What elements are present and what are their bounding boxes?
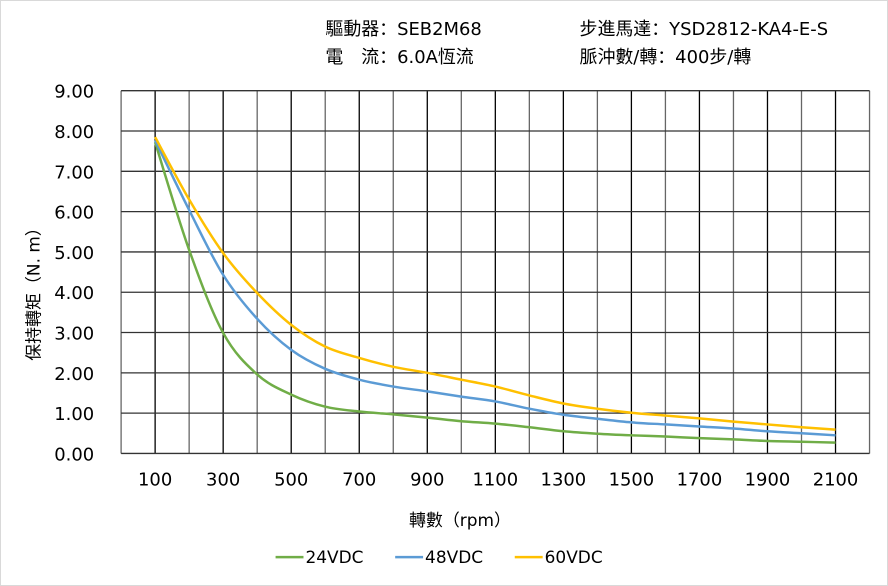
legend-label: 60VDC [545,547,603,567]
series-lines [153,136,836,444]
x-tick-label: 1700 [677,469,723,490]
y-tick-label: 6.00 [54,203,94,224]
header-motor: 步進馬達：YSD2812-KA4-E-S [580,19,829,40]
legend-label: 48VDC [425,547,483,567]
y-tick-label: 9.00 [54,82,94,103]
y-tick-label: 3.00 [54,324,94,345]
x-tick-label: 300 [206,469,240,490]
header-current: 電 流：6.0A恆流 [325,47,473,68]
x-tick-label: 2100 [813,469,859,490]
x-axis-label: 轉數（rpm） [409,510,511,530]
y-tick-label: 8.00 [54,122,94,143]
header-pulse: 脈沖數/轉：400步/轉 [580,47,752,68]
y-axis-ticks: 0.00 1.00 2.00 3.00 4.00 5.00 6.00 7.00 8.00 9.00 [54,82,94,466]
x-tick-label: 1300 [541,469,587,490]
series-line-48VDC [154,139,836,437]
y-axis-label: 保持轉矩（N. m） [23,219,43,361]
x-tick-label: 500 [274,469,308,490]
x-tick-label: 1100 [473,469,519,490]
x-tick-label: 900 [410,469,444,490]
y-tick-label: 1.00 [54,404,94,425]
header-driver: 驅動器：SEB2M68 [325,19,481,40]
grid [120,90,871,455]
y-tick-label: 4.00 [54,283,94,304]
legend: 24VDC 48VDC 60VDC [275,547,603,567]
x-axis-ticks: 100 300 500 700 900 1100 1300 1500 1700 1900 2100 [138,469,858,490]
series-line-60VDC [154,136,836,431]
x-tick-label: 1900 [745,469,791,490]
y-tick-label: 2.00 [54,364,94,385]
legend-label: 24VDC [305,547,363,567]
y-tick-label: 7.00 [54,162,94,183]
x-tick-label: 700 [342,469,376,490]
x-tick-label: 100 [138,469,172,490]
series-line-24VDC [153,141,836,444]
y-tick-label: 0.00 [54,444,94,465]
y-tick-label: 5.00 [54,243,94,264]
x-tick-label: 1500 [609,469,655,490]
